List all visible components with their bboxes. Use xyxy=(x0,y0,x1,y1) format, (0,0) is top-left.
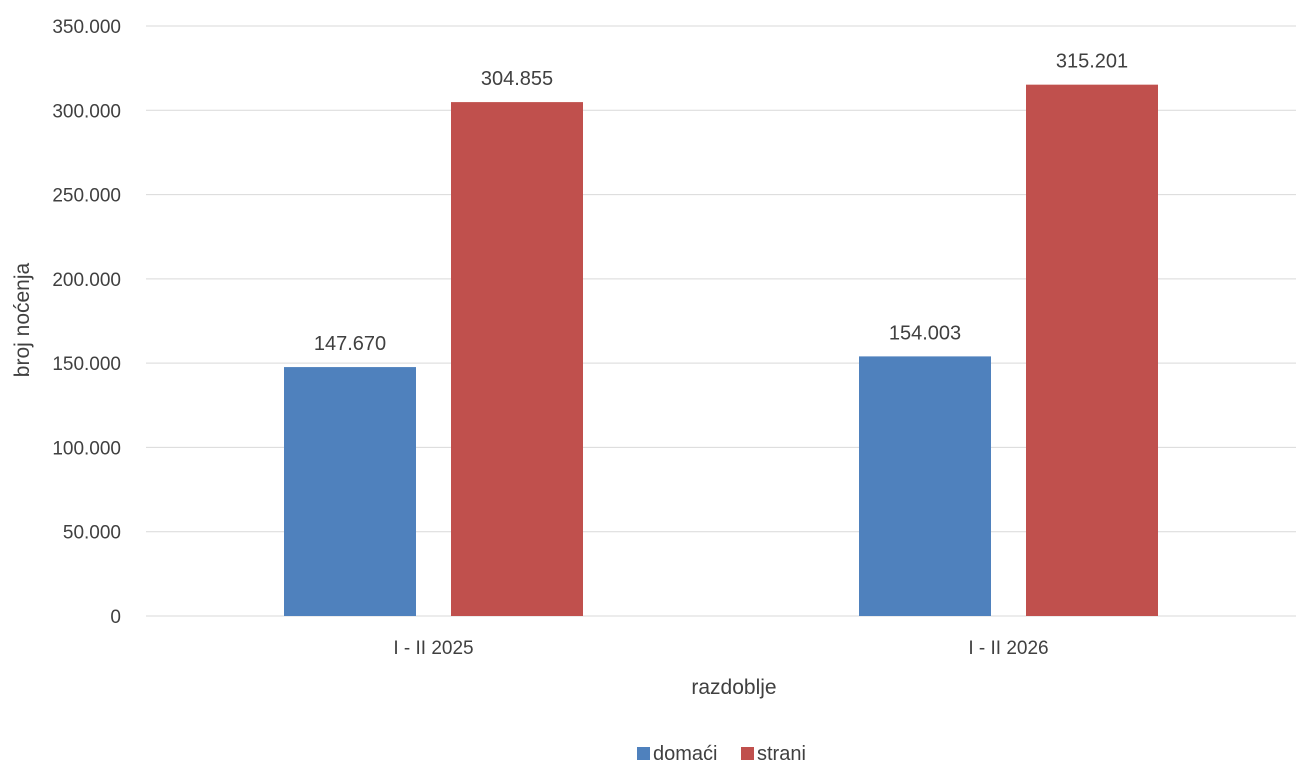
x-axis-title: razdoblje xyxy=(691,676,776,699)
x-axis-ticks: I - II 2025 I - II 2026 xyxy=(393,638,1048,659)
bar-strani-1 xyxy=(1026,84,1158,616)
bar-strani-0 xyxy=(451,102,583,617)
data-label: 315.201 xyxy=(1056,51,1128,73)
data-label: 147.670 xyxy=(314,333,386,355)
legend-label-strani: strani xyxy=(757,743,806,762)
y-tick-label: 0 xyxy=(110,607,121,628)
bars xyxy=(284,84,1158,617)
x-tick-label: I - II 2025 xyxy=(393,638,473,659)
y-axis-title: broj noćenja xyxy=(11,262,34,377)
bar-domaći-1 xyxy=(859,356,991,616)
legend-swatch-domaći xyxy=(637,747,650,760)
legend-label-domaći: domaći xyxy=(653,743,717,762)
legend: domaći strani xyxy=(637,743,806,765)
y-tick-label: 200.000 xyxy=(52,270,121,291)
y-tick-label: 50.000 xyxy=(63,523,121,544)
bar-domaći-0 xyxy=(284,367,416,616)
y-tick-label: 350.000 xyxy=(52,17,121,38)
y-tick-label: 100.000 xyxy=(52,438,121,459)
data-label: 154.003 xyxy=(889,322,961,344)
data-labels: 147.670 304.855 154.003 315.201 xyxy=(314,51,1128,355)
y-tick-label: 250.000 xyxy=(52,186,121,207)
y-tick-label: 300.000 xyxy=(52,101,121,122)
legend-swatch-strani xyxy=(741,747,754,760)
y-tick-label: 150.000 xyxy=(52,354,121,375)
data-label: 304.855 xyxy=(481,68,553,90)
x-tick-label: I - II 2026 xyxy=(968,638,1048,659)
y-axis-ticks: 0 50.000 100.000 150.000 200.000 250.000 300.0… xyxy=(52,17,121,628)
